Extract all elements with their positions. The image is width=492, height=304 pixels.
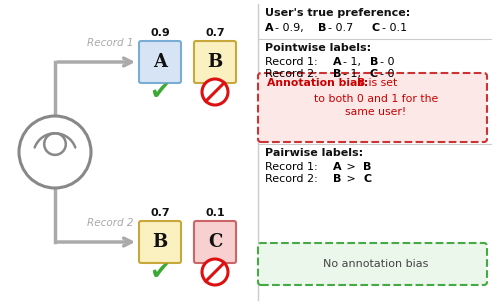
Text: Record 2:: Record 2: xyxy=(265,69,325,79)
Text: No annotation bias: No annotation bias xyxy=(323,259,429,269)
Text: B: B xyxy=(357,78,365,88)
FancyBboxPatch shape xyxy=(258,243,487,285)
Text: to both 0 and 1 for the: to both 0 and 1 for the xyxy=(314,94,438,104)
Circle shape xyxy=(19,116,91,188)
Text: B: B xyxy=(333,174,341,184)
Text: B: B xyxy=(207,53,222,71)
Text: Record 2:: Record 2: xyxy=(265,174,325,184)
Text: B: B xyxy=(153,233,168,251)
Text: ✔: ✔ xyxy=(150,260,171,284)
Text: A: A xyxy=(333,162,341,172)
Text: Record 1:: Record 1: xyxy=(265,162,325,172)
Text: is set: is set xyxy=(365,78,397,88)
Text: C: C xyxy=(363,174,371,184)
Text: 0.9: 0.9 xyxy=(150,28,170,38)
Text: User's true preference:: User's true preference: xyxy=(265,8,410,18)
Circle shape xyxy=(44,133,66,155)
Text: Annotation bias:: Annotation bias: xyxy=(267,78,368,88)
Text: A: A xyxy=(333,57,341,67)
Text: - 0.9,: - 0.9, xyxy=(275,23,304,33)
Text: ✔: ✔ xyxy=(150,80,171,104)
Text: Record 1: Record 1 xyxy=(87,38,133,48)
Circle shape xyxy=(202,259,228,285)
Text: B: B xyxy=(370,57,378,67)
Text: 0.7: 0.7 xyxy=(205,28,225,38)
Text: C: C xyxy=(370,69,378,79)
Text: 0.1: 0.1 xyxy=(205,208,225,218)
Text: >: > xyxy=(343,174,359,184)
Circle shape xyxy=(202,79,228,105)
Text: C: C xyxy=(208,233,222,251)
Text: Pointwise labels:: Pointwise labels: xyxy=(265,43,371,53)
Text: A: A xyxy=(265,23,274,33)
Text: - 1,: - 1, xyxy=(343,69,361,79)
FancyBboxPatch shape xyxy=(139,41,181,83)
Text: - 0.1: - 0.1 xyxy=(382,23,407,33)
Text: B: B xyxy=(318,23,326,33)
Text: A: A xyxy=(153,53,167,71)
Text: C: C xyxy=(372,23,380,33)
FancyBboxPatch shape xyxy=(139,221,181,263)
Text: >: > xyxy=(343,162,359,172)
Text: Pairwise labels:: Pairwise labels: xyxy=(265,148,363,158)
Text: 0.7: 0.7 xyxy=(150,208,170,218)
Text: - 1,: - 1, xyxy=(343,57,361,67)
Text: B: B xyxy=(363,162,371,172)
Text: B: B xyxy=(333,69,341,79)
Text: Record 1:: Record 1: xyxy=(265,57,325,67)
Text: same user!: same user! xyxy=(345,107,406,117)
Text: - 0: - 0 xyxy=(380,69,395,79)
FancyBboxPatch shape xyxy=(258,73,487,142)
Text: - 0.7: - 0.7 xyxy=(328,23,353,33)
FancyBboxPatch shape xyxy=(194,221,236,263)
Text: Record 2: Record 2 xyxy=(87,218,133,228)
Text: - 0: - 0 xyxy=(380,57,395,67)
FancyBboxPatch shape xyxy=(194,41,236,83)
